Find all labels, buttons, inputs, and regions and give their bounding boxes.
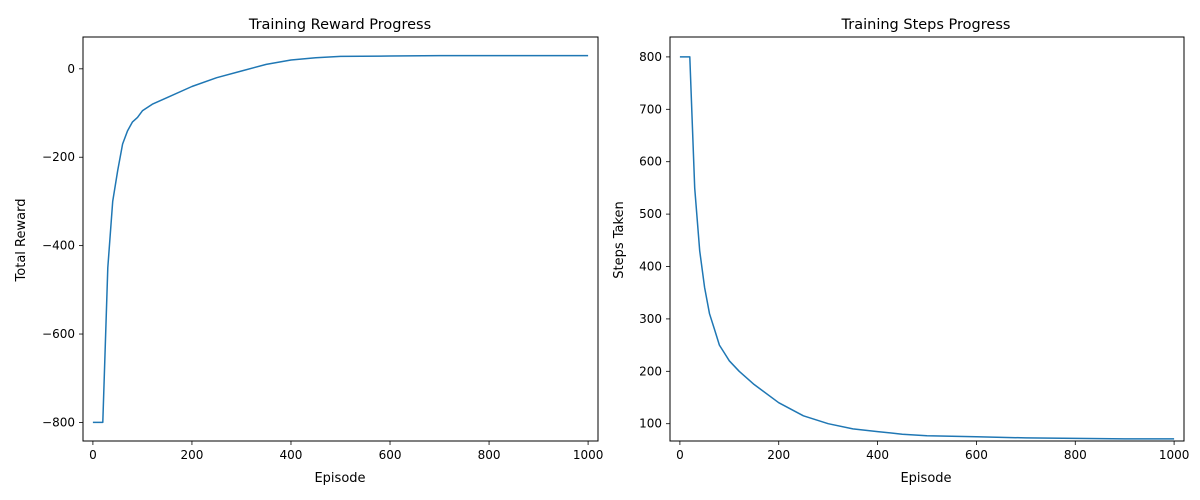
reward-xtick-label: 1000 — [573, 448, 604, 462]
steps-ytick-label: 600 — [639, 155, 662, 169]
reward-xtick-label: 800 — [478, 448, 501, 462]
steps-xtick-label: 400 — [866, 448, 889, 462]
reward-ytick-label: −800 — [42, 415, 75, 429]
steps-xtick-label: 1000 — [1159, 448, 1190, 462]
reward-chart-ylabel: Total Reward — [14, 199, 29, 283]
reward-chart-title: Training Reward Progress — [248, 17, 431, 33]
reward-ytick-label: −600 — [42, 327, 75, 341]
steps-ytick-label: 400 — [639, 260, 662, 274]
steps-ytick-label: 500 — [639, 207, 662, 221]
steps-chart-ylabel: Steps Taken — [612, 201, 627, 279]
steps-chart-axes-frame — [669, 36, 1185, 442]
reward-xtick-label: 200 — [180, 448, 203, 462]
steps-ytick-label: 100 — [639, 417, 662, 431]
reward-xtick-label: 400 — [280, 448, 303, 462]
steps-ytick-label: 200 — [639, 364, 662, 378]
reward-ytick-label: −200 — [42, 150, 75, 164]
reward-ytick-label: −400 — [42, 239, 75, 253]
steps-xtick-label: 200 — [767, 448, 790, 462]
steps-ytick-label: 800 — [639, 50, 662, 64]
steps-xtick-label: 800 — [1064, 448, 1087, 462]
steps-series-line-0 — [679, 56, 1175, 440]
reward-chart-axes-frame — [82, 36, 599, 442]
steps-chart-panel: Training Steps Progress Episode Steps Ta… — [612, 17, 1189, 486]
steps-chart-marks — [679, 56, 1175, 440]
reward-xtick-label: 600 — [379, 448, 402, 462]
steps-chart-xlabel: Episode — [900, 471, 951, 486]
steps-chart-ticks: 0 200 400 600 800 1000 100 200 300 400 500 600 700 80… — [639, 50, 1189, 462]
reward-xtick-label: 0 — [89, 448, 97, 462]
reward-chart-xlabel: Episode — [314, 471, 365, 486]
steps-ytick-label: 700 — [639, 102, 662, 116]
steps-xtick-label: 0 — [676, 448, 684, 462]
reward-chart-ticks: 0 200 400 600 800 1000 −800 −600 −400 −200 0 — [42, 62, 603, 462]
steps-chart-title: Training Steps Progress — [841, 17, 1011, 33]
reward-chart-panel: Training Reward Progress Episode Total R… — [14, 17, 603, 486]
reward-ytick-label: 0 — [67, 62, 75, 76]
steps-ytick-label: 300 — [639, 312, 662, 326]
reward-series-line-0 — [92, 54, 589, 424]
steps-xtick-label: 600 — [965, 448, 988, 462]
reward-chart-marks — [92, 54, 589, 424]
